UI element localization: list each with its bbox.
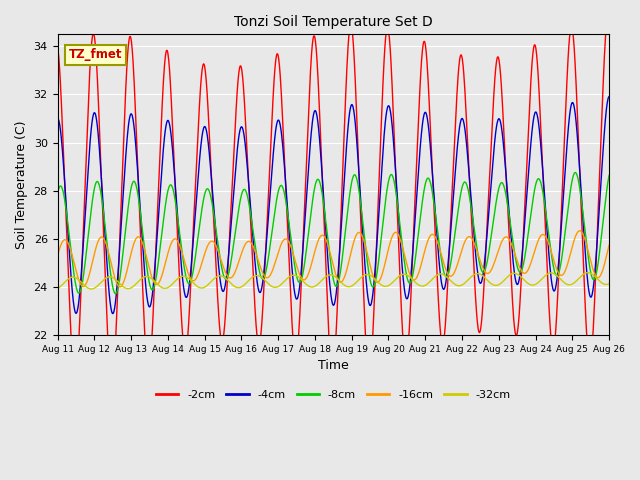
-2cm [108, 380, 115, 386]
Line: -8cm: -8cm [58, 172, 609, 294]
-16cm [54, 253, 61, 259]
-32cm [540, 274, 548, 280]
Line: -2cm: -2cm [58, 15, 609, 383]
-8cm [111, 291, 119, 297]
-16cm [605, 242, 613, 248]
-4cm [163, 119, 171, 124]
-32cm [54, 286, 61, 291]
-32cm [584, 270, 592, 276]
Line: -16cm: -16cm [58, 231, 609, 287]
-2cm [177, 298, 184, 304]
-2cm [605, 15, 613, 21]
-8cm [492, 205, 499, 211]
-16cm [116, 284, 124, 290]
-4cm [419, 116, 427, 122]
-4cm [177, 253, 184, 259]
-16cm [163, 253, 171, 259]
-8cm [419, 193, 427, 199]
-4cm [109, 311, 116, 316]
Line: -32cm: -32cm [58, 273, 609, 289]
-4cm [239, 125, 246, 131]
-4cm [54, 116, 61, 121]
-2cm [604, 12, 612, 18]
-16cm [540, 232, 548, 238]
-8cm [605, 172, 613, 178]
-8cm [239, 189, 246, 195]
-2cm [419, 41, 427, 47]
-4cm [540, 184, 548, 190]
-4cm [605, 94, 613, 99]
-32cm [88, 286, 95, 292]
-8cm [177, 238, 184, 243]
-8cm [540, 196, 548, 202]
-2cm [163, 48, 171, 53]
-4cm [492, 133, 499, 139]
-16cm [492, 257, 499, 263]
-16cm [419, 254, 427, 260]
-32cm [177, 274, 184, 280]
-2cm [492, 71, 499, 77]
-32cm [605, 281, 613, 287]
-16cm [239, 248, 246, 254]
Legend: -2cm, -4cm, -8cm, -16cm, -32cm: -2cm, -4cm, -8cm, -16cm, -32cm [152, 385, 515, 405]
-8cm [572, 169, 579, 175]
-32cm [492, 283, 499, 288]
-2cm [239, 71, 246, 77]
-32cm [239, 284, 246, 289]
-8cm [163, 192, 171, 197]
X-axis label: Time: Time [318, 359, 349, 372]
Line: -4cm: -4cm [58, 96, 609, 313]
-8cm [54, 191, 61, 196]
-32cm [163, 285, 171, 291]
-16cm [576, 228, 584, 234]
Y-axis label: Soil Temperature (C): Soil Temperature (C) [15, 120, 28, 249]
Text: TZ_fmet: TZ_fmet [68, 48, 122, 61]
-2cm [54, 44, 61, 50]
-32cm [419, 283, 427, 289]
Title: Tonzi Soil Temperature Set D: Tonzi Soil Temperature Set D [234, 15, 433, 29]
-16cm [177, 245, 184, 251]
-2cm [540, 192, 548, 198]
